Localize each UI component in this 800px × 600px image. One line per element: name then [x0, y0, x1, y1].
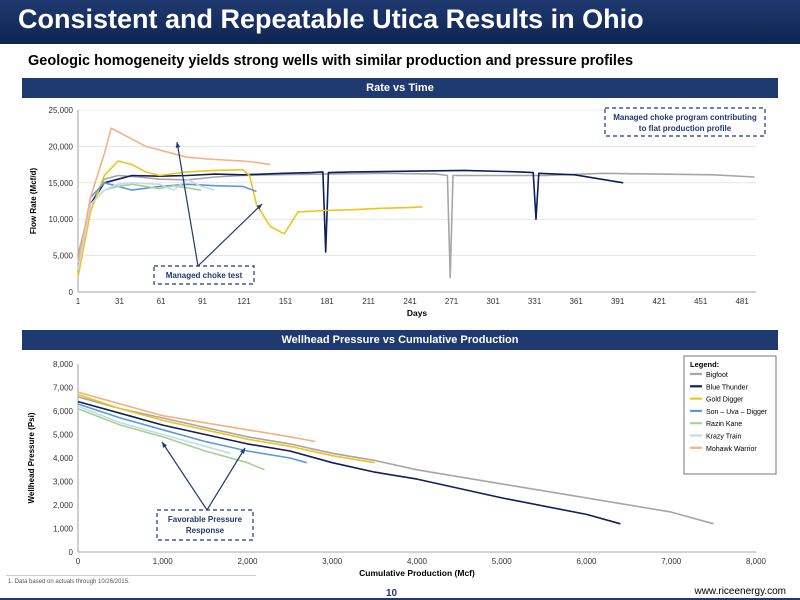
page-title: Consistent and Repeatable Utica Results …	[18, 4, 644, 34]
choke-program-annotation-text: to flat production profile	[639, 124, 732, 133]
y-tick-label: 4,000	[53, 454, 74, 463]
pressure-band: Wellhead Pressure vs Cumulative Producti…	[22, 330, 778, 350]
series-line-blue-thunder	[77, 400, 621, 525]
annotation-arrow	[161, 441, 208, 511]
legend-label-mohawk-warrior: Mohawk Warrior	[706, 446, 757, 453]
x-tick-label: 271	[445, 297, 459, 306]
annotation-arrowhead	[175, 142, 181, 148]
rate-vs-time-band: Rate vs Time	[22, 78, 778, 98]
x-tick-label: 181	[320, 297, 334, 306]
y-tick-label: 6,000	[53, 407, 74, 416]
y-tick-label: 0	[69, 288, 74, 297]
x-tick-label: 1,000	[153, 557, 174, 566]
x-tick-label: 91	[198, 297, 207, 306]
x-tick-label: 361	[569, 297, 583, 306]
series-line-bigfoot	[77, 172, 755, 279]
x-tick-label: 2,000	[237, 557, 258, 566]
series-line-gold-digger	[77, 393, 375, 464]
x-tick-label: 31	[115, 297, 124, 306]
x-tick-label: 421	[652, 297, 666, 306]
x-tick-label: 0	[76, 557, 81, 566]
annotation-arrow	[176, 141, 199, 267]
rate-vs-time-title: Rate vs Time	[366, 82, 434, 94]
series-line-mohawk-warrior	[77, 127, 271, 264]
website-link[interactable]: www.riceenergy.com	[694, 586, 786, 597]
series-line-blue-thunder	[77, 169, 624, 271]
x-tick-label: 3,000	[322, 557, 343, 566]
y-tick-label: 3,000	[53, 478, 74, 487]
y-tick-label: 2,000	[53, 501, 74, 510]
x-tick-label: 5,000	[492, 557, 513, 566]
bottom-bar	[0, 598, 800, 600]
annotation-arrowhead	[240, 448, 245, 454]
y-tick-label: 0	[69, 548, 74, 557]
y-tick-label: 20,000	[49, 142, 74, 151]
legend-label-blue-thunder: Blue Thunder	[706, 384, 749, 391]
x-tick-label: 301	[486, 297, 500, 306]
pressure-annotation-text: Response	[186, 526, 225, 535]
y-axis-label: Wellhead Pressure (Psi)	[27, 412, 36, 503]
series-line-gold-digger	[77, 160, 423, 278]
y-tick-label: 5,000	[53, 431, 74, 440]
legend-title: Legend:	[690, 360, 719, 369]
series-line-krazy-train	[77, 178, 216, 271]
pressure-annotation-box	[156, 509, 254, 541]
y-axis-label: Flow Rate (Mcf/d)	[29, 168, 38, 235]
pressure-vs-cumulative-chart: 0 1,000 2,000 3,000 4,000 5,000 6,000 7,000 8,00…	[27, 355, 777, 578]
x-axis-label: Days	[407, 308, 428, 318]
legend-label-razin-kane: Razin Kane	[706, 421, 742, 428]
pressure-annotation-text: Favorable Pressure	[168, 515, 243, 524]
x-tick-label: 391	[611, 297, 625, 306]
x-tick-label: 7,000	[661, 557, 682, 566]
annotation-arrow	[206, 447, 246, 511]
y-tick-label: 10,000	[49, 215, 74, 224]
legend-label-bigfoot: Bigfoot	[706, 372, 728, 379]
series-line-son-uva-digger	[77, 403, 308, 464]
legend-label-son-uva-digger: Son – Uva – Digger	[706, 409, 768, 416]
footnote: 1. Data based on actuals through 10/26/2…	[8, 579, 130, 585]
series-line-mohawk-warrior	[77, 391, 316, 443]
x-tick-label: 1	[76, 297, 81, 306]
choke-test-annotation-text: Managed choke test	[166, 271, 243, 280]
series-line-krazy-train	[77, 405, 231, 455]
x-tick-label: 151	[279, 297, 293, 306]
choke-test-annotation-box	[153, 265, 255, 285]
legend-label-krazy-train: Krazy Train	[706, 434, 742, 441]
choke-program-annotation-box	[604, 107, 766, 137]
series-line-bigfoot	[77, 396, 714, 525]
y-tick-label: 25,000	[49, 106, 74, 115]
y-tick-label: 8,000	[53, 360, 74, 369]
x-tick-label: 451	[694, 297, 708, 306]
rate-vs-time-chart: 0 5,000 10,000 15,000 20,000 25,000 1 31 61 91 121…	[29, 106, 766, 318]
legend-box	[683, 355, 777, 475]
y-tick-label: 1,000	[53, 525, 74, 534]
annotation-arrowhead	[256, 204, 262, 210]
x-axis-label: Cumulative Production (Mcf)	[359, 568, 475, 578]
x-tick-label: 6,000	[576, 557, 597, 566]
page-subtitle: Geologic homogeneity yields strong wells…	[28, 53, 634, 69]
x-tick-label: 61	[157, 297, 166, 306]
x-tick-label: 211	[362, 297, 375, 306]
x-tick-label: 8,000	[746, 557, 767, 566]
pressure-title: Wellhead Pressure vs Cumulative Producti…	[281, 334, 519, 346]
annotation-arrow	[197, 203, 263, 267]
legend-label-gold-digger: Gold Digger	[706, 397, 744, 404]
series-line-son-uva-digger	[77, 182, 257, 271]
choke-program-annotation-text: Managed choke program contributing	[613, 113, 757, 122]
title-bar: Consistent and Repeatable Utica Results …	[0, 0, 800, 44]
x-tick-label: 4,000	[407, 557, 428, 566]
x-tick-label: 241	[403, 297, 417, 306]
annotation-arrowhead	[162, 442, 167, 448]
footnote-rule	[6, 575, 256, 576]
x-tick-label: 481	[735, 297, 749, 306]
series-line-razin-kane	[77, 407, 265, 471]
x-tick-label: 121	[237, 297, 251, 306]
page-number: 10	[386, 588, 398, 599]
x-tick-label: 331	[528, 297, 542, 306]
y-tick-label: 7,000	[53, 384, 74, 393]
y-tick-label: 5,000	[53, 252, 74, 261]
y-tick-label: 15,000	[49, 179, 74, 188]
